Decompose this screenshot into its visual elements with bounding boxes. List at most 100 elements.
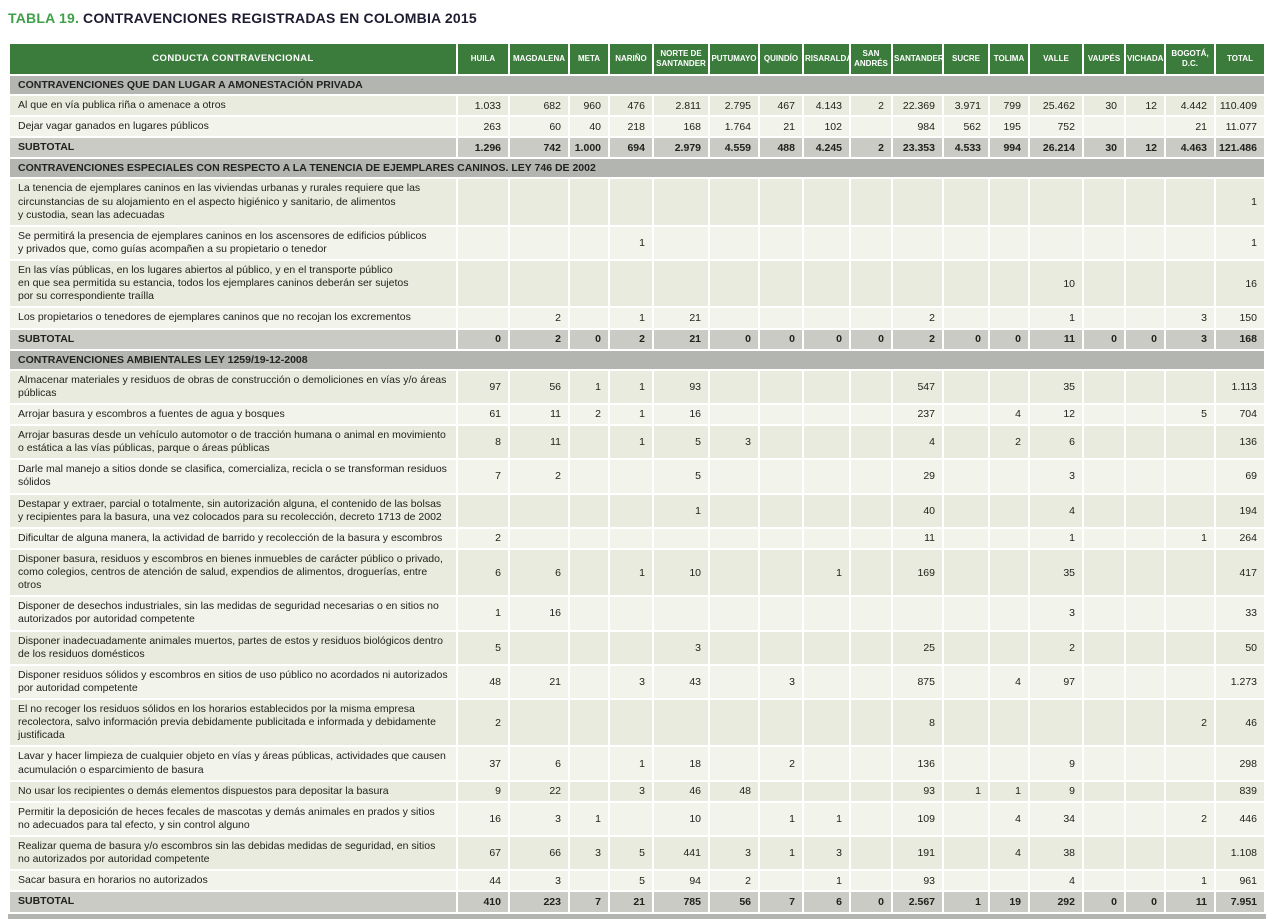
cell-value <box>1084 747 1124 780</box>
cell-value <box>654 261 708 307</box>
cell-value <box>851 747 891 780</box>
table-row: Realizar quema de basura y/o escombros s… <box>10 837 1264 870</box>
cell-value: 48 <box>710 781 758 801</box>
cell-value <box>570 597 608 630</box>
cell-value <box>1126 460 1164 493</box>
cell-value: 10 <box>1030 261 1082 307</box>
cell-value <box>510 179 568 225</box>
cell-value: 191 <box>893 837 942 870</box>
row-label: Permitir la deposición de heces fecales … <box>10 802 456 835</box>
cell-value: 3.971 <box>944 96 988 116</box>
cell-value: 169 <box>893 549 942 596</box>
cell-value: 60 <box>510 117 568 137</box>
cell-value: 446 <box>1216 802 1264 835</box>
cell-value: 93 <box>893 871 942 891</box>
cell-value <box>851 802 891 835</box>
cell-value: 44 <box>458 871 508 891</box>
cell-value: 799 <box>990 96 1028 116</box>
cell-value <box>1126 549 1164 596</box>
cell-value: 50 <box>1216 631 1264 664</box>
cell-value: 21 <box>510 665 568 698</box>
cell-value: 2 <box>510 329 568 349</box>
cell-value: 4.442 <box>1166 96 1214 116</box>
cell-value <box>944 549 988 596</box>
cell-value <box>610 802 652 835</box>
cell-value: 7.951 <box>1216 892 1264 912</box>
cell-value <box>804 665 849 698</box>
cell-value <box>654 226 708 259</box>
cell-value: 1 <box>760 837 802 870</box>
cell-value: 441 <box>654 837 708 870</box>
cell-value <box>1126 494 1164 527</box>
cell-value <box>710 528 758 548</box>
cell-value: 110.409 <box>1216 96 1264 116</box>
cell-value <box>610 494 652 527</box>
cell-value <box>804 781 849 801</box>
cell-value <box>710 747 758 780</box>
cell-value: 6 <box>1030 426 1082 459</box>
cell-value: 35 <box>1030 370 1082 403</box>
section-header-row: CONTRAVENCIONES QUE DAN LUGAR A AMONESTA… <box>10 76 1264 94</box>
cell-value: 7 <box>458 460 508 493</box>
cell-value: 12 <box>1126 138 1164 158</box>
cell-value: 785 <box>654 892 708 912</box>
cell-value <box>760 460 802 493</box>
cell-value: 21 <box>1166 117 1214 137</box>
cell-value <box>1126 802 1164 835</box>
cell-value: 121.486 <box>1216 138 1264 158</box>
subtotal-label: SUBTOTAL <box>10 892 456 912</box>
cell-value <box>990 747 1028 780</box>
cell-value <box>944 179 988 225</box>
cell-value <box>1126 117 1164 137</box>
cell-value: 9 <box>458 781 508 801</box>
cell-value: 3 <box>610 781 652 801</box>
cell-value: 1 <box>610 747 652 780</box>
cell-value: 2 <box>710 871 758 891</box>
cell-value <box>1084 404 1124 424</box>
cell-value <box>1084 426 1124 459</box>
subtotal-row: SUBTOTAL 1.296 742 1.000 694 2.979 4.559 488 4.2… <box>10 138 1264 158</box>
cell-value: 1 <box>610 308 652 328</box>
cell-value <box>1084 261 1124 307</box>
column-header: HUILA <box>458 44 508 74</box>
cell-value <box>710 631 758 664</box>
cell-value <box>1084 226 1124 259</box>
row-label: Darle mal manejo a sitios donde se clasi… <box>10 460 456 493</box>
cell-value <box>990 261 1028 307</box>
cell-value <box>760 308 802 328</box>
column-header-conducta: CONDUCTA CONTRAVENCIONAL <box>10 44 456 74</box>
cell-value <box>1084 179 1124 225</box>
cell-value: 2 <box>1166 802 1214 835</box>
cell-value: 40 <box>570 117 608 137</box>
cell-value: 38 <box>1030 837 1082 870</box>
cell-value <box>804 308 849 328</box>
cell-value <box>944 308 988 328</box>
cell-value <box>510 226 568 259</box>
cell-value: 150 <box>1216 308 1264 328</box>
column-header: VICHADA <box>1126 44 1164 74</box>
cell-value: 26.214 <box>1030 138 1082 158</box>
cell-value: 0 <box>710 329 758 349</box>
cell-value: 488 <box>760 138 802 158</box>
cell-value: 4.463 <box>1166 138 1214 158</box>
cell-value: 30 <box>1084 138 1124 158</box>
cell-value: 0 <box>990 329 1028 349</box>
cell-value: 1 <box>944 892 988 912</box>
cell-value: 1.764 <box>710 117 758 137</box>
cell-value <box>1166 631 1214 664</box>
cell-value <box>851 597 891 630</box>
cell-value <box>570 665 608 698</box>
cell-value <box>1126 665 1164 698</box>
cell-value: 4.533 <box>944 138 988 158</box>
table-row: Arrojar basura y escombros a fuentes de … <box>10 404 1264 424</box>
cell-value <box>570 747 608 780</box>
cell-value: 9 <box>1030 781 1082 801</box>
cell-value: 2 <box>610 329 652 349</box>
cell-value <box>570 460 608 493</box>
cell-value: 97 <box>458 370 508 403</box>
row-label: Destapar y extraer, parcial o totalmente… <box>10 494 456 527</box>
cell-value <box>570 700 608 746</box>
cell-value <box>570 549 608 596</box>
cell-value <box>1126 226 1164 259</box>
cell-value <box>1126 837 1164 870</box>
